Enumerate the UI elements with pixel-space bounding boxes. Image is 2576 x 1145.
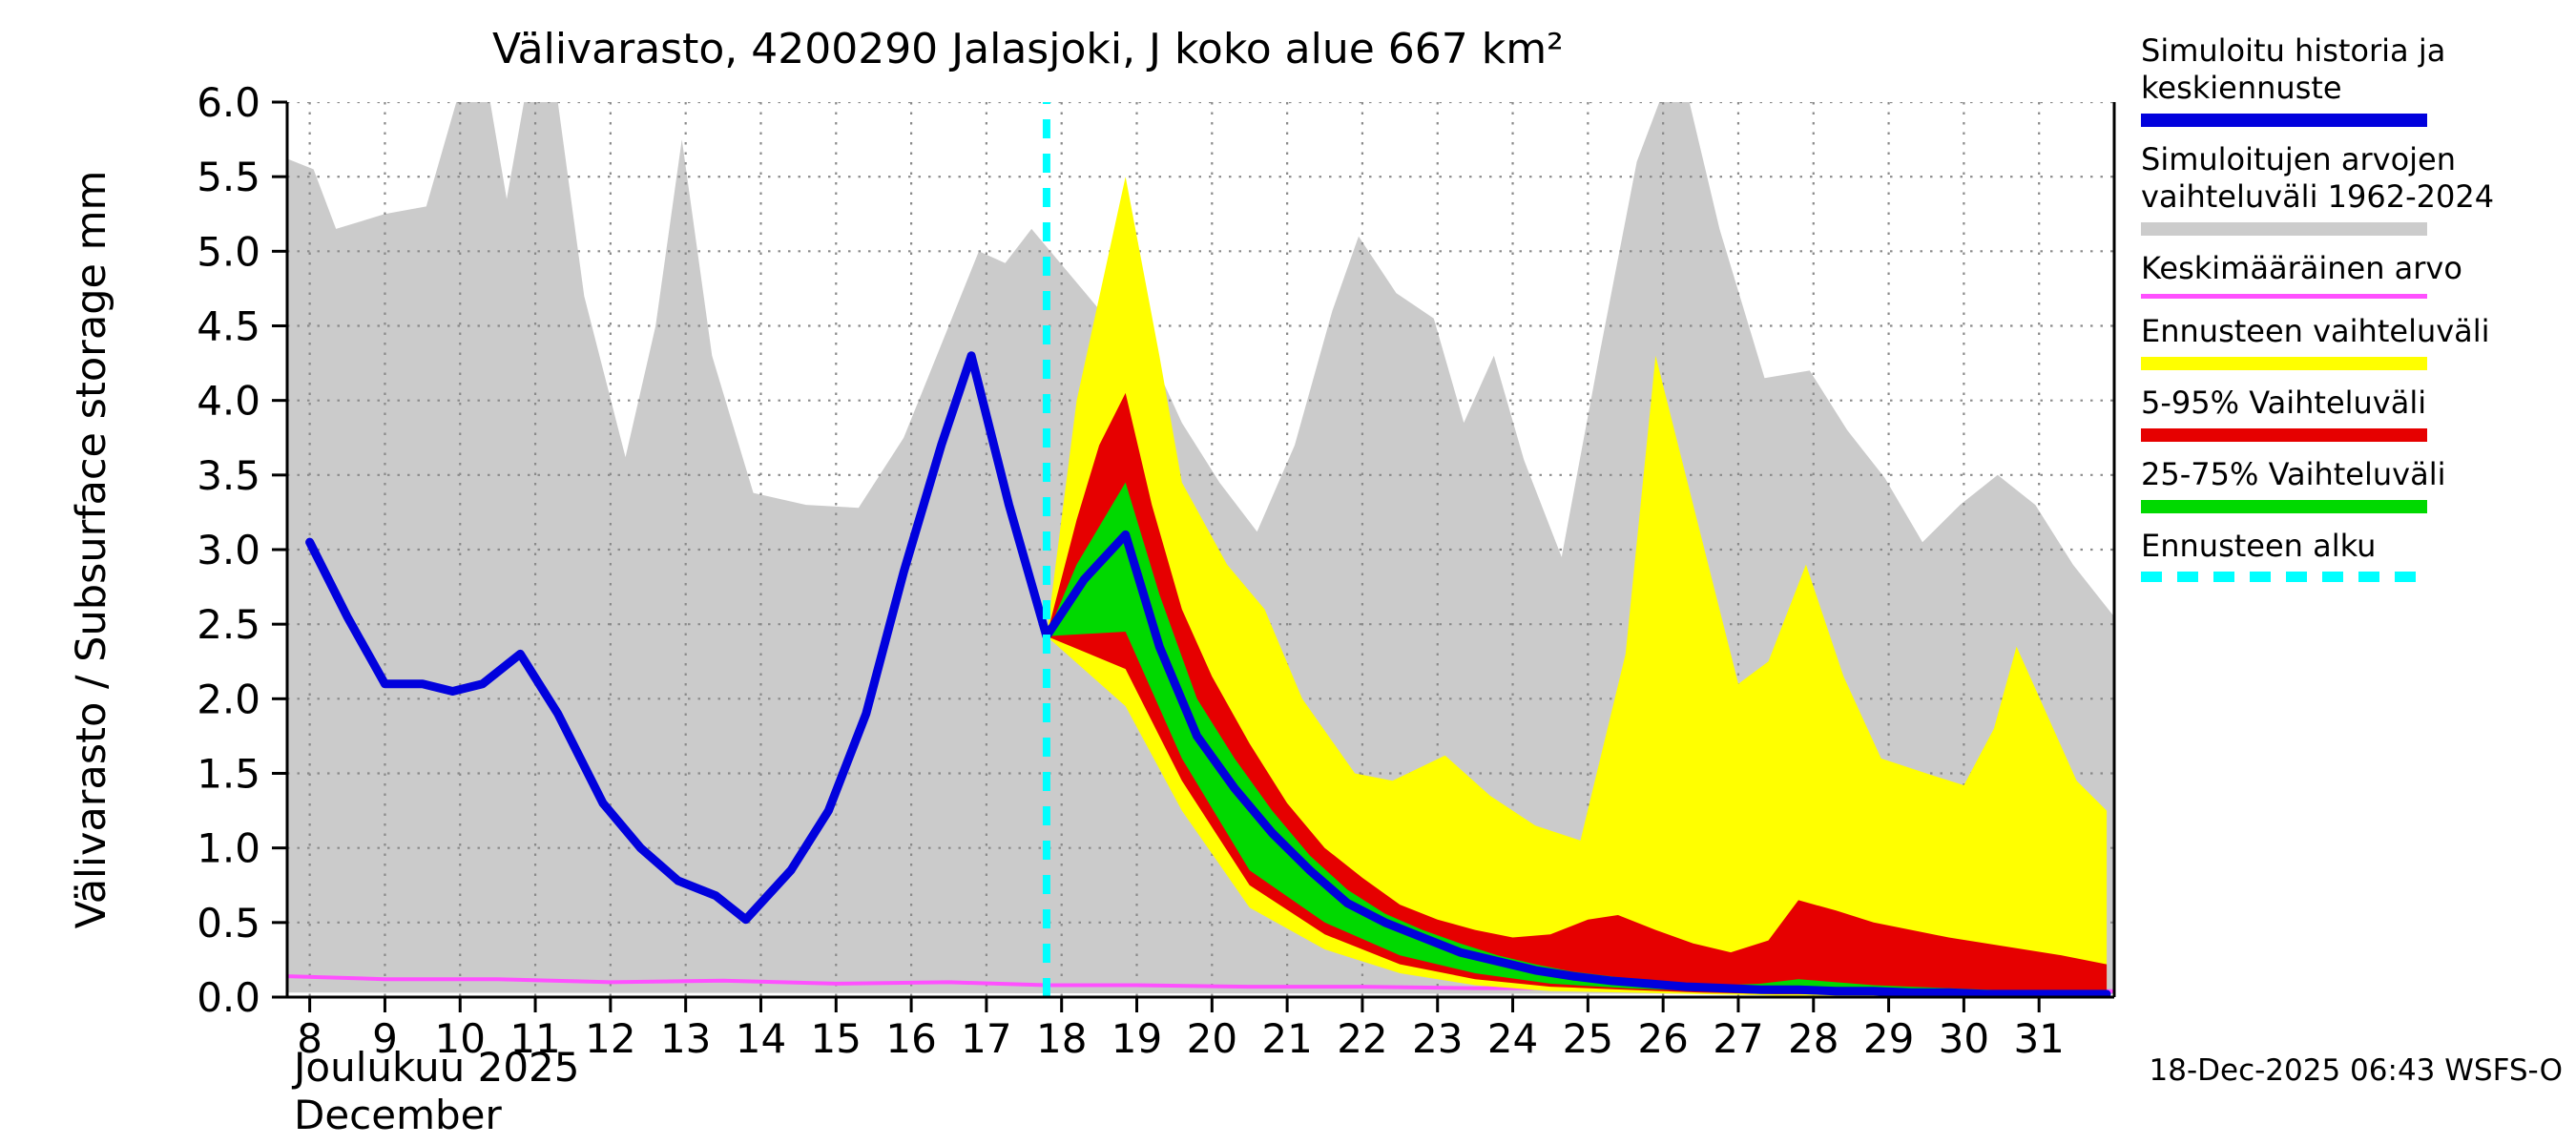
- forecast-start-swatch: [2141, 572, 2427, 582]
- legend-label: Ennusteen alku: [2141, 528, 2377, 564]
- x-tick-label: 19: [1111, 1015, 1162, 1062]
- x-tick-label: 18: [1036, 1015, 1087, 1062]
- legend-label: Ennusteen vaihteluväli: [2141, 313, 2490, 349]
- x-tick-label: 8: [297, 1015, 322, 1062]
- legend-label: Keskimääräinen arvo: [2141, 250, 2462, 286]
- legend-label: 25-75% Vaihteluväli: [2141, 456, 2446, 492]
- x-tick-label: 31: [2013, 1015, 2064, 1062]
- x-tick-label: 27: [1713, 1015, 1763, 1062]
- history-line-swatch: [2141, 114, 2427, 127]
- y-tick-label: 6.0: [197, 79, 260, 126]
- legend-label: Simuloitu historia ja keskiennuste: [2141, 32, 2446, 106]
- range-25-75-swatch: [2141, 500, 2427, 513]
- legend-item-forecast-range: Ennusteen vaihteluväli: [2141, 313, 2572, 370]
- forecast-range-swatch: [2141, 357, 2427, 370]
- x-tick-label: 21: [1261, 1015, 1312, 1062]
- y-tick-label: 5.0: [197, 228, 260, 275]
- legend-item-mean: Keskimääräinen arvo: [2141, 250, 2572, 299]
- forecast-range-band: [1046, 177, 2108, 997]
- y-axis-label: Välivarasto / Subsurface storage mm: [68, 170, 115, 929]
- x-axis-month-label-en: December: [294, 1092, 502, 1138]
- x-tick-label: 25: [1563, 1015, 1613, 1062]
- history-range-swatch: [2141, 222, 2427, 236]
- mean-line-swatch: [2141, 294, 2427, 299]
- range-5-95-swatch: [2141, 428, 2427, 442]
- x-tick-label: 13: [660, 1015, 711, 1062]
- y-tick-label: 4.0: [197, 378, 260, 425]
- plot-area: [287, 102, 2114, 997]
- y-tick-label: 0.5: [197, 900, 260, 947]
- history-line: [305, 351, 2111, 997]
- chart-title: Välivarasto, 4200290 Jalasjoki, J koko a…: [492, 25, 1564, 73]
- x-tick-label: 14: [736, 1015, 786, 1062]
- x-tick-label: 16: [885, 1015, 936, 1062]
- y-tick-label: 3.0: [197, 527, 260, 573]
- y-tick-label: 2.0: [197, 676, 260, 722]
- y-tick-label: 3.5: [197, 452, 260, 499]
- x-tick-label: 30: [1939, 1015, 1989, 1062]
- legend-item-history-range: Simuloitujen arvojen vaihteluväli 1962-2…: [2141, 141, 2572, 236]
- legend-item-history: Simuloitu historia ja keskiennuste: [2141, 32, 2572, 127]
- x-tick-label: 17: [961, 1015, 1011, 1062]
- legend-label: Simuloitujen arvojen vaihteluväli 1962-2…: [2141, 141, 2495, 215]
- x-tick-label: 22: [1337, 1015, 1387, 1062]
- x-tick-label: 10: [435, 1015, 486, 1062]
- y-tick-label: 0.0: [197, 974, 260, 1021]
- y-tick-label: 4.5: [197, 303, 260, 350]
- x-axis-month-label: Joulukuu 2025: [294, 1044, 580, 1091]
- y-tick-label: 2.5: [197, 601, 260, 648]
- x-tick-label: 20: [1187, 1015, 1237, 1062]
- legend-item-range-5-95: 5-95% Vaihteluväli: [2141, 385, 2572, 442]
- x-tick-label: 9: [372, 1015, 398, 1062]
- x-tick-label: 29: [1863, 1015, 1914, 1062]
- legend-item-forecast-start: Ennusteen alku: [2141, 528, 2572, 582]
- timestamp: 18-Dec-2025 06:43 WSFS-O: [2149, 1053, 2564, 1088]
- y-tick-label: 1.0: [197, 825, 260, 872]
- x-tick-label: 12: [585, 1015, 635, 1062]
- legend-label: 5-95% Vaihteluväli: [2141, 385, 2427, 421]
- x-tick-label: 24: [1487, 1015, 1538, 1062]
- x-tick-label: 23: [1412, 1015, 1463, 1062]
- legend-item-range-25-75: 25-75% Vaihteluväli: [2141, 456, 2572, 513]
- legend: Simuloitu historia ja keskiennuste Simul…: [2141, 32, 2572, 596]
- x-tick-label: 15: [811, 1015, 862, 1062]
- x-tick-label: 28: [1788, 1015, 1839, 1062]
- y-tick-label: 5.5: [197, 154, 260, 200]
- x-tick-label: 26: [1637, 1015, 1688, 1062]
- x-tick-label: 11: [509, 1015, 560, 1062]
- range-5-95-band: [1046, 392, 2108, 996]
- y-tick-label: 1.5: [197, 751, 260, 798]
